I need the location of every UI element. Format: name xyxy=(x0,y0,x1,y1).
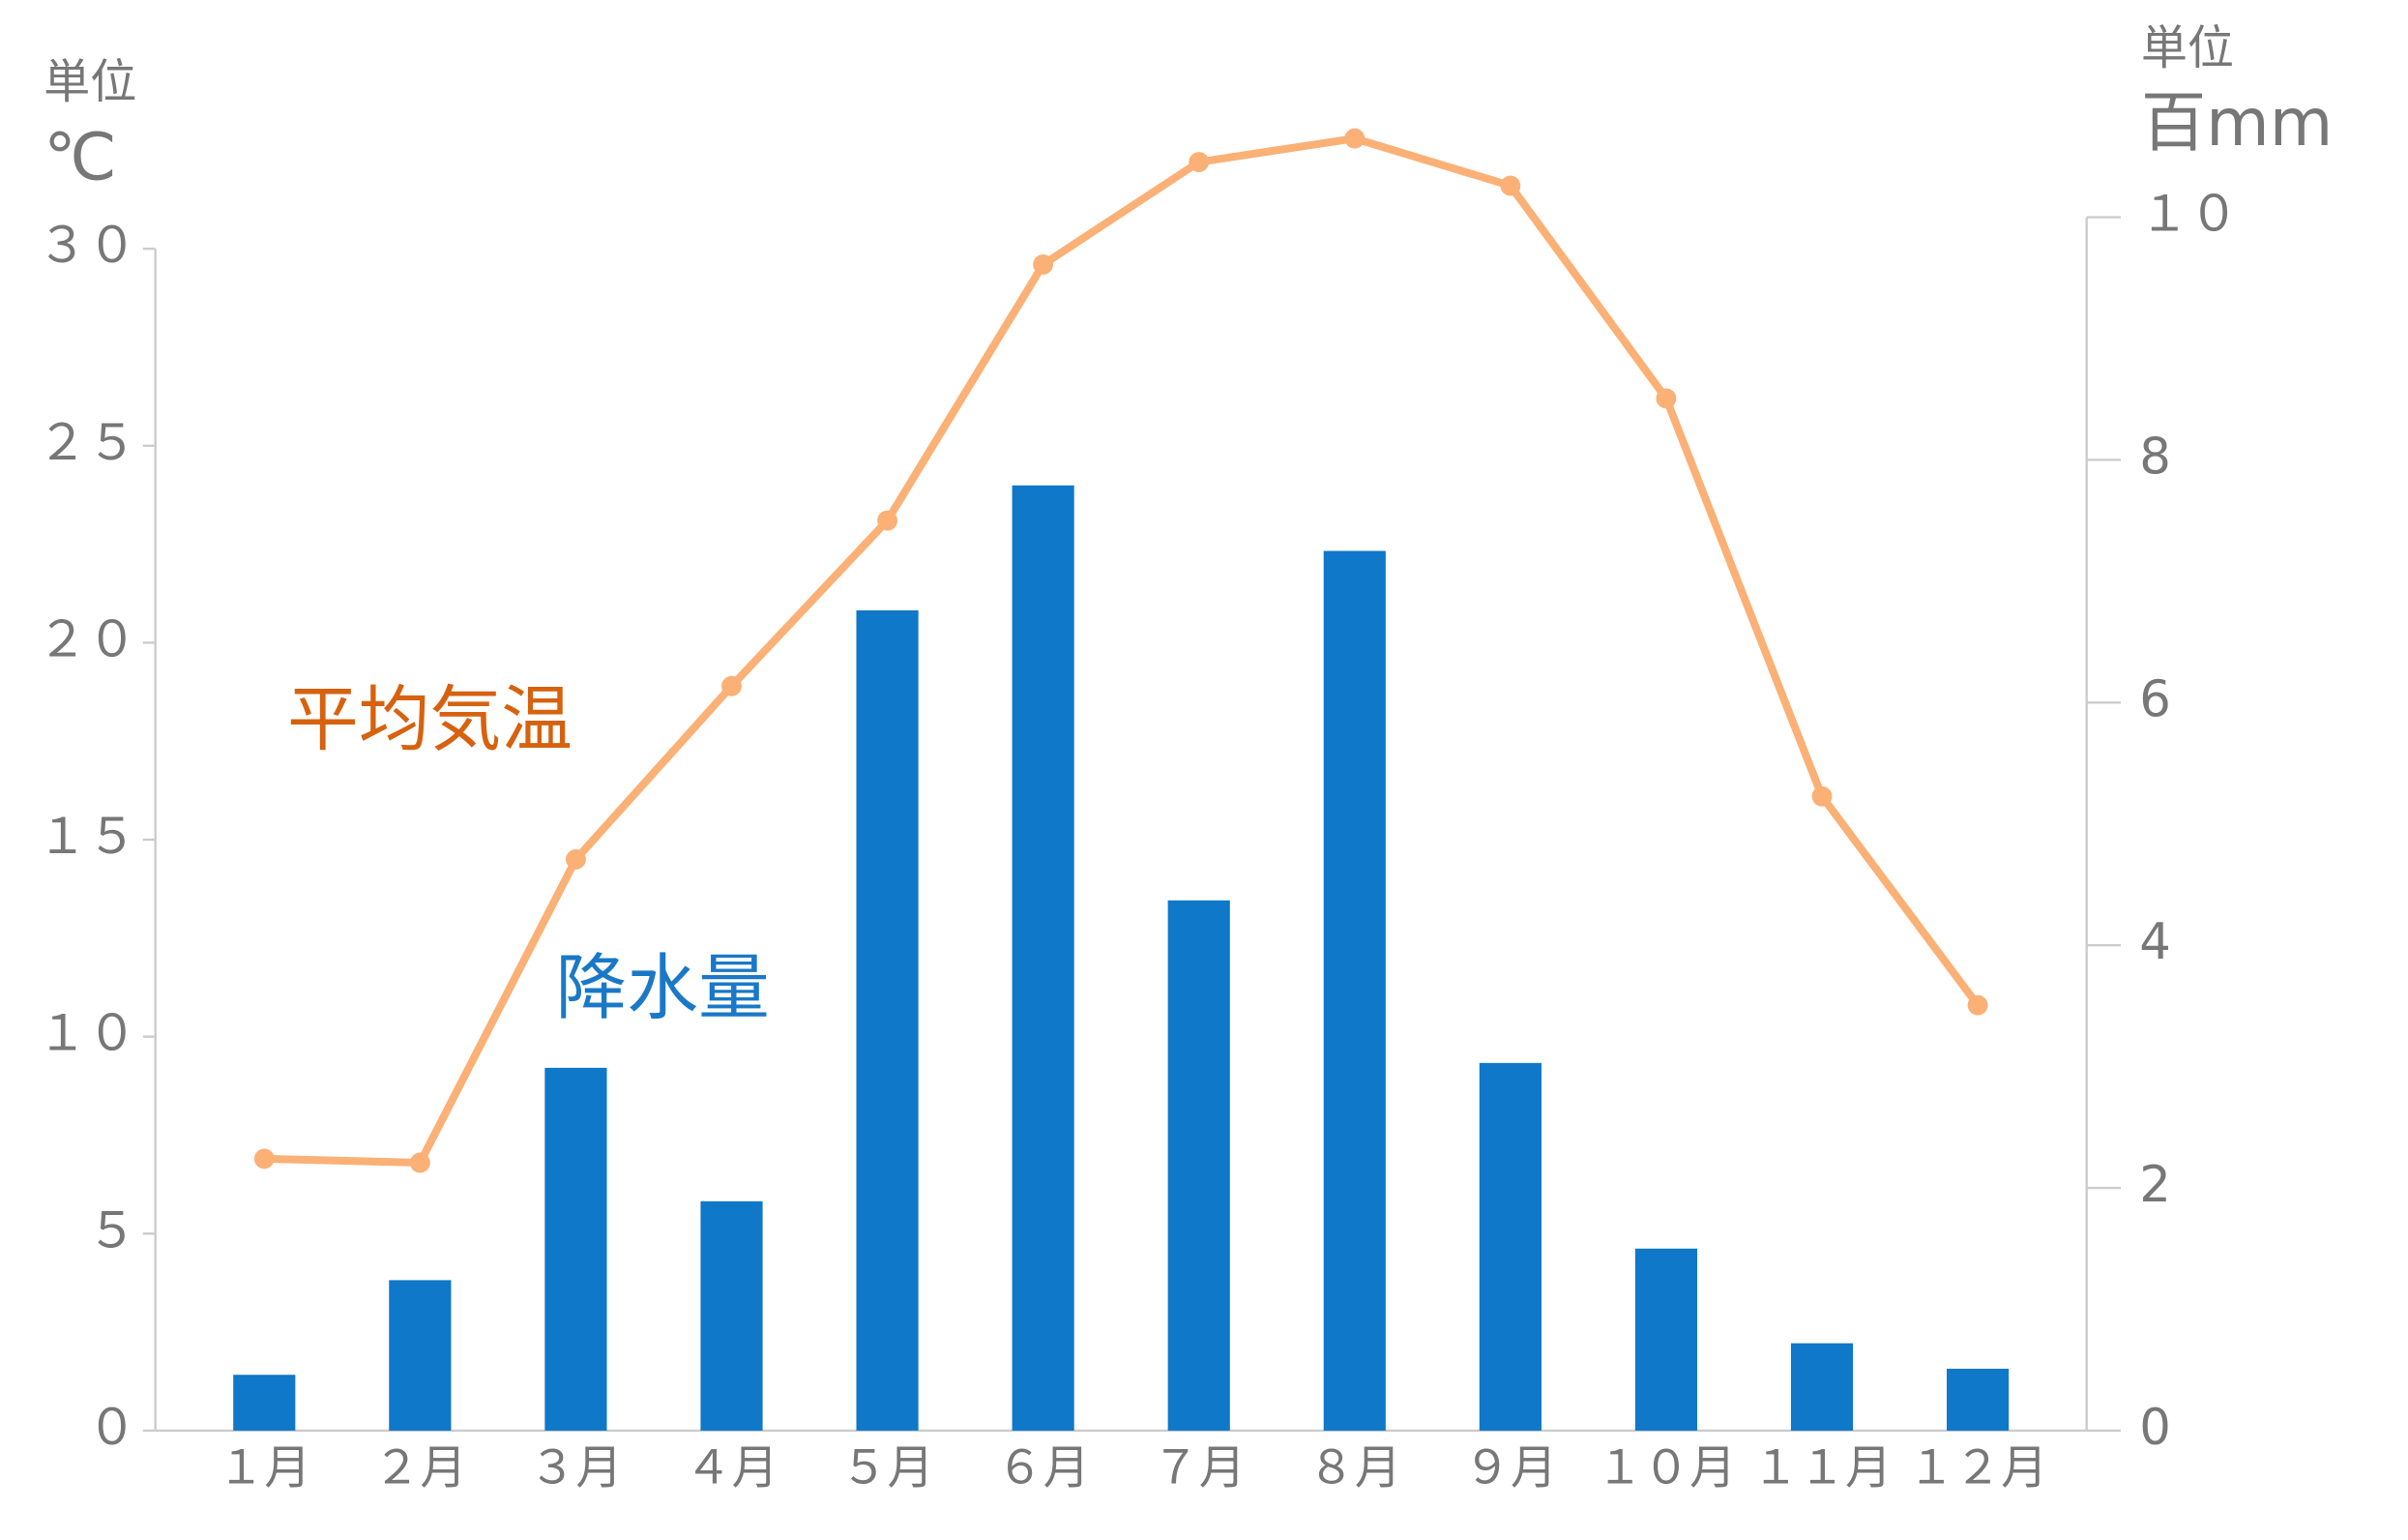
point xyxy=(721,675,742,696)
point xyxy=(1500,175,1521,196)
bar xyxy=(1634,1248,1698,1431)
bar xyxy=(1323,550,1386,1431)
point xyxy=(253,1148,275,1170)
y2-tick-label: 2 xyxy=(2139,1156,2171,1214)
y-tick-label: ３０ xyxy=(38,217,137,275)
y-tick-label: ２０ xyxy=(38,610,137,668)
point xyxy=(1344,128,1366,149)
bar xyxy=(544,1067,607,1431)
x-tick-label: ５月 xyxy=(840,1441,933,1496)
x-tick-label: １２月 xyxy=(1908,1441,2047,1496)
x-tick-label: ３月 xyxy=(529,1441,622,1496)
bar xyxy=(1012,485,1074,1431)
y-tick-label: ２５ xyxy=(38,414,137,472)
y2-tick-label: 0 xyxy=(2139,1399,2171,1457)
bar xyxy=(1790,1343,1854,1431)
series-label: 平均気温 xyxy=(287,679,573,761)
x-tick-label: ７月 xyxy=(1153,1441,1246,1496)
y-unit: ℃ xyxy=(44,118,117,194)
x-tick-label: １０月 xyxy=(1597,1441,1736,1496)
y2-unit-caption: 単位 xyxy=(2141,21,2234,75)
series-label: 降水量 xyxy=(556,948,770,1030)
point xyxy=(566,848,586,870)
bar xyxy=(1947,1368,2010,1431)
y-unit-caption: 単位 xyxy=(44,55,136,109)
x-tick-label: ８月 xyxy=(1308,1441,1401,1496)
point xyxy=(1811,785,1833,807)
point xyxy=(1189,152,1210,172)
x-tick-label: ６月 xyxy=(997,1441,1090,1496)
point xyxy=(409,1152,430,1173)
x-tick-label: １月 xyxy=(218,1441,310,1496)
point xyxy=(877,510,898,531)
y-tick-label: １０ xyxy=(38,1005,137,1063)
x-tick-label: １１月 xyxy=(1752,1441,1892,1496)
y2-tick-label: 8 xyxy=(2139,428,2171,486)
y2-tick-label: 4 xyxy=(2139,913,2171,971)
y2-tick-label: 6 xyxy=(2139,670,2171,728)
bar xyxy=(389,1280,452,1431)
y-tick-label: １５ xyxy=(38,808,137,866)
bar xyxy=(1167,900,1230,1431)
x-tick-label: ２月 xyxy=(373,1441,466,1496)
bar xyxy=(700,1200,763,1431)
line xyxy=(264,134,1982,1168)
x-tick-label: ９月 xyxy=(1464,1441,1557,1496)
point xyxy=(1967,994,1988,1016)
y2-unit: 百mm xyxy=(2141,84,2334,161)
y2-tick-label: １０ xyxy=(2139,186,2239,244)
y-tick-label: ５ xyxy=(87,1201,136,1259)
bar xyxy=(856,609,919,1431)
point xyxy=(1033,254,1054,275)
point xyxy=(1656,388,1677,409)
y-tick-label: ０ xyxy=(87,1399,136,1457)
x-tick-label: ４月 xyxy=(685,1441,778,1496)
bar xyxy=(1479,1062,1542,1431)
bar xyxy=(233,1375,296,1431)
